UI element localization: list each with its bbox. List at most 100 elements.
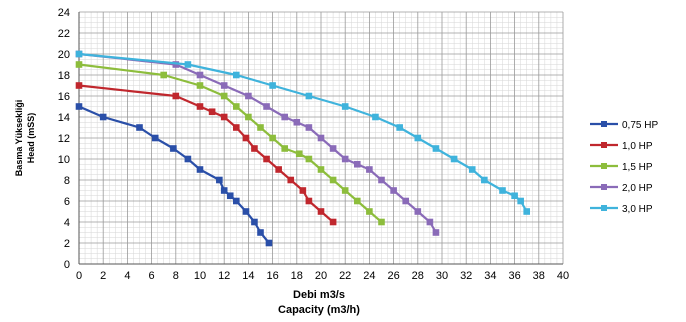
data-point <box>269 82 276 89</box>
data-point <box>196 103 204 110</box>
x-tick-label: 40 <box>557 270 569 282</box>
data-point <box>233 71 240 79</box>
data-point <box>257 229 264 236</box>
x-tick-label: 20 <box>315 270 327 282</box>
data-point <box>245 92 252 100</box>
x-tick-label: 34 <box>484 270 496 282</box>
x-tick-label: 16 <box>266 270 278 282</box>
series-0-75-HP-group <box>75 103 273 247</box>
data-point <box>305 124 313 131</box>
y-tick-label: 6 <box>64 196 70 208</box>
x-tick-label: 24 <box>363 270 375 282</box>
data-point <box>233 103 240 110</box>
data-point <box>245 113 252 121</box>
data-point <box>402 197 410 205</box>
y-axis-title-line1: Basma Yüksekliği <box>14 100 24 176</box>
x-tick-label: 26 <box>387 270 399 282</box>
y-tick-label: 0 <box>64 259 70 271</box>
y-tick-label: 10 <box>58 154 70 166</box>
data-point <box>263 155 270 163</box>
data-point <box>293 118 301 126</box>
data-point <box>353 160 361 168</box>
data-point <box>242 208 250 215</box>
data-point <box>220 82 228 89</box>
legend-marker <box>601 142 607 148</box>
legend-label: 0,75 HP <box>622 120 658 131</box>
data-point <box>341 103 349 110</box>
x-tick-label: 10 <box>194 270 206 282</box>
data-point <box>329 176 337 184</box>
legend-label: 3,0 HP <box>622 204 653 215</box>
data-point <box>372 113 379 121</box>
data-point <box>251 218 258 226</box>
y-tick-label: 16 <box>58 91 70 103</box>
data-point <box>172 92 180 100</box>
data-point <box>160 71 167 79</box>
legend-label: 1,0 HP <box>622 141 653 152</box>
x-tick-label: 0 <box>76 270 82 282</box>
x-tick-label: 4 <box>124 270 130 282</box>
y-axis-title-line2: Head (mSS) <box>26 113 36 164</box>
x-tick-labels: 0 2 4 6 8 10 12 14 16 18 20 22 24 26 28 30 32 34 36 38 40 <box>76 270 569 282</box>
data-point <box>517 197 524 205</box>
data-point <box>75 61 83 68</box>
y-tick-label: 18 <box>58 70 70 82</box>
legend-marker <box>601 163 607 169</box>
series-layer <box>75 50 531 247</box>
y-tick-label: 20 <box>58 49 70 61</box>
data-point <box>468 166 476 173</box>
data-point <box>305 92 313 100</box>
legend-marker <box>601 184 607 190</box>
data-point <box>184 61 192 68</box>
data-point <box>287 176 295 184</box>
data-point <box>216 176 223 184</box>
data-point <box>220 92 228 100</box>
x-tick-label: 36 <box>508 270 520 282</box>
legend-marker <box>601 205 607 211</box>
x-tick-label: 22 <box>339 270 351 282</box>
data-point <box>136 124 143 131</box>
series-3-0-HP-group <box>75 50 531 215</box>
data-point <box>353 197 361 205</box>
data-point <box>275 166 282 173</box>
x-tick-label: 32 <box>460 270 472 282</box>
data-point <box>281 145 289 152</box>
data-point <box>196 82 204 89</box>
data-point <box>366 166 373 173</box>
data-point <box>317 166 325 173</box>
y-tick-label: 2 <box>64 238 70 250</box>
data-point <box>220 113 228 121</box>
x-tick-label: 30 <box>436 270 448 282</box>
data-point <box>281 113 289 121</box>
data-point <box>305 197 313 205</box>
x-axis-title-line2: Capacity (m3/h) <box>278 304 360 316</box>
data-point <box>317 134 325 142</box>
data-point <box>75 82 83 89</box>
data-point <box>414 134 422 142</box>
data-point <box>269 134 276 142</box>
x-axis-title-line1: Debi m3/s <box>293 289 345 301</box>
data-point <box>523 208 531 215</box>
y-tick-label: 14 <box>58 112 70 124</box>
x-tick-label: 8 <box>173 270 179 282</box>
data-point <box>414 208 422 215</box>
data-point <box>75 50 83 58</box>
y-tick-label: 8 <box>64 175 70 187</box>
legend-label: 1,5 HP <box>622 162 653 173</box>
data-point <box>329 145 337 152</box>
legend-entry: 1,0 HP <box>590 141 653 152</box>
data-point <box>317 208 325 215</box>
data-point <box>295 150 303 158</box>
legend-label: 2,0 HP <box>622 183 653 194</box>
data-point <box>305 155 313 163</box>
data-point <box>299 187 307 194</box>
data-point <box>341 155 349 163</box>
data-point <box>481 176 488 184</box>
data-point <box>242 134 250 142</box>
data-point <box>265 239 273 247</box>
series-1-5-HP-group <box>75 61 385 226</box>
y-tick-label: 4 <box>64 217 70 229</box>
x-tick-label: 28 <box>412 270 424 282</box>
data-point <box>432 145 440 152</box>
